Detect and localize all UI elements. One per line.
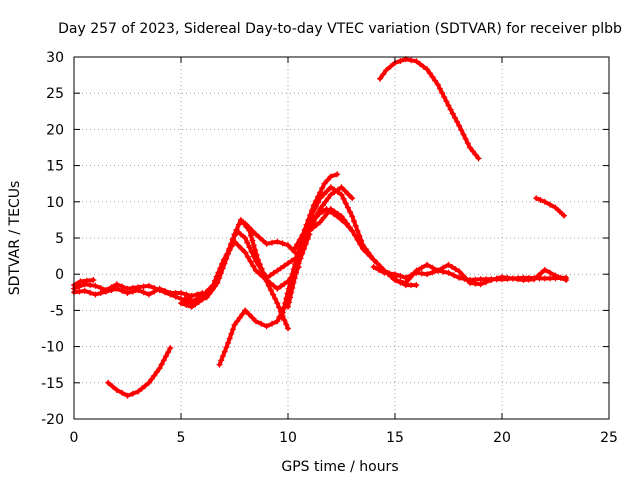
y-tick-label: 15 [46,159,64,175]
series-negative-arc [105,345,174,399]
y-tick-label: -5 [50,303,64,319]
chart-title: Day 257 of 2023, Sidereal Day-to-day VTE… [58,21,622,37]
series-line [72,278,96,288]
series-markers [377,56,482,162]
y-tick-label: 30 [46,50,64,66]
y-tick-label: -10 [41,340,64,356]
axis-ticks: 0 5 10 15 20 25 -20 -15 -10 -5 0 5 10 15 20 25 30 [41,50,618,446]
y-tick-label: 5 [55,231,64,247]
x-tick-label: 10 [279,430,297,446]
x-tick-label: 15 [386,430,404,446]
series-layer [71,56,570,399]
y-tick-label: -15 [41,376,64,392]
series-markers [188,238,302,305]
series-markers [533,195,568,219]
series-markers [392,261,570,288]
series-late-decline [533,195,568,219]
series-pre-peak-b [188,238,302,305]
x-axis-label: GPS time / hours [281,459,398,475]
series-high-arc [377,56,482,162]
y-axis-label: SDTVAR / TECUs [7,181,23,296]
series-markers [291,206,356,252]
series-peak-c [291,206,356,252]
y-tick-label: -20 [41,412,64,428]
series-line [286,185,397,309]
series-markers [105,345,174,399]
series-markers [285,184,398,310]
series-peak-a [285,184,398,310]
x-tick-label: 0 [70,430,79,446]
x-tick-label: 5 [177,430,186,446]
x-tick-label: 25 [600,430,618,446]
series-pre-peak-c [182,227,302,305]
series-late-baseline-b [392,261,570,288]
y-tick-label: 10 [46,195,64,211]
y-tick-label: 0 [55,267,64,283]
grid [74,57,609,419]
y-tick-label: 25 [46,86,64,102]
series-markers [182,227,302,305]
x-tick-label: 20 [493,430,511,446]
y-tick-label: 20 [46,122,64,138]
